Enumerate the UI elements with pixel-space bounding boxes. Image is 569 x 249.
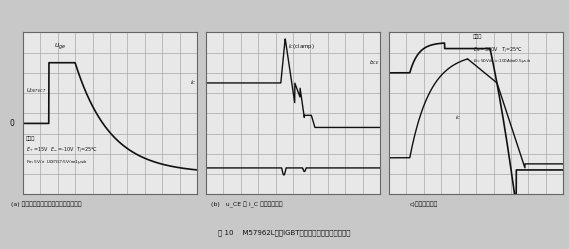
Text: 条件：: 条件： <box>473 34 482 39</box>
Text: (b)   u_CE 与 i_C 的软关断过程: (b) u_CE 与 i_C 的软关断过程 <box>211 202 282 208</box>
Text: $E_{cc}$=300V   $T_j$=25℃: $E_{cc}$=300V $T_j$=25℃ <box>473 46 522 56</box>
Text: $E_+$=15V  $E_-$=-10V  $T_j$=25℃: $E_+$=15V $E_-$=-10V $T_j$=25℃ <box>26 146 98 156</box>
Text: (a) 过流信号输出以后门极电压缓慢下降: (a) 过流信号输出以后门极电压缓慢下降 <box>11 202 82 207</box>
Text: Fin 5V/格  $U_{DETECT}$:5V/格，1$\mu$s/格: Fin 5V/格 $U_{DETECT}$:5V/格，1$\mu$s/格 <box>26 158 88 166</box>
Text: $E_{cc}$ 50V/格  $i_c$:100A/格，0.5$\mu$s/格: $E_{cc}$ 50V/格 $i_c$:100A/格，0.5$\mu$s/格 <box>473 57 531 65</box>
Text: c)短路保护过程: c)短路保护过程 <box>410 202 438 207</box>
Text: $U_{DETECT}$: $U_{DETECT}$ <box>26 87 47 95</box>
Text: $b_{CE}$: $b_{CE}$ <box>369 58 380 67</box>
Text: $u_{ge}$: $u_{ge}$ <box>54 41 67 52</box>
Text: $i_C$: $i_C$ <box>190 78 197 87</box>
Text: $i_C$: $i_C$ <box>455 113 461 122</box>
Text: 图 10    M57962L驱动IGBT时过电流情况下的实验波形: 图 10 M57962L驱动IGBT时过电流情况下的实验波形 <box>218 229 351 236</box>
Text: $I_C$(clamp): $I_C$(clamp) <box>288 42 315 51</box>
Text: 条件：: 条件： <box>26 135 36 140</box>
Text: 0: 0 <box>9 119 14 128</box>
